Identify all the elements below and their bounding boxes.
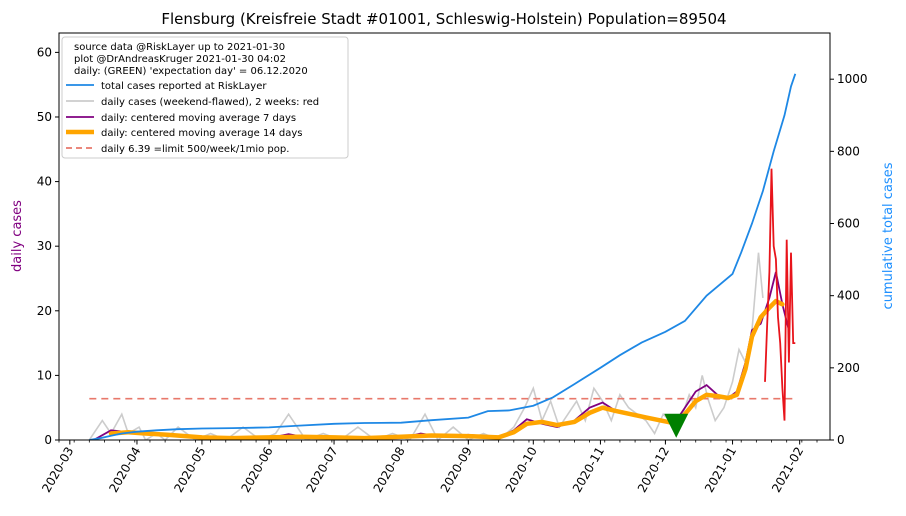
right-y-tick-label-2: 400 [837, 289, 860, 303]
x-tick-label-11: 2021-02 [769, 445, 806, 495]
x-tick-label-1: 2020-04 [106, 445, 143, 495]
right-y-tick-label-4: 800 [837, 144, 860, 158]
x-tick-label-4: 2020-07 [303, 445, 340, 495]
left-y-tick-label-0: 0 [44, 433, 52, 447]
legend-entry-ma7: daily: centered moving average 7 days [101, 113, 296, 124]
x-tick-label-6: 2020-09 [438, 445, 475, 495]
x-tick-label-0: 2020-03 [39, 445, 76, 495]
left-y-tick-label-1: 10 [37, 368, 52, 382]
left-axis-label: daily cases [10, 200, 25, 272]
x-tick-label-3: 2020-06 [238, 445, 275, 495]
legend-info-1: source data @RiskLayer up to 2021-01-30 [74, 42, 285, 53]
series-ma14 [108, 298, 785, 440]
right-y-tick-label-1: 200 [837, 361, 860, 375]
right-y-tick-label-3: 600 [837, 217, 860, 231]
legend-entry-total: total cases reported at RiskLayer [101, 81, 267, 92]
right-y-tick-label-5: 1000 [837, 72, 868, 86]
legend-info-2: plot @DrAndreasKruger 2021-01-30 04:02 [74, 54, 286, 65]
x-tick-label-2: 2020-05 [171, 445, 208, 495]
series-daily-raw [88, 252, 764, 440]
left-y-tick-label-2: 20 [37, 304, 52, 318]
left-y-tick-label-6: 60 [37, 45, 52, 59]
x-tick-label-7: 2020-10 [503, 445, 540, 495]
x-tick-label-8: 2020-11 [570, 445, 607, 495]
series-total [89, 73, 797, 440]
left-y-tick-label-4: 40 [37, 175, 52, 189]
legend-entry-limit: daily 6.39 =limit 500/week/1mio pop. [101, 144, 289, 155]
legend-info-3: daily: (GREEN) 'expectation day' = 06.12… [74, 66, 308, 77]
x-tick-label-9: 2020-12 [635, 445, 672, 495]
right-y-tick-label-0: 0 [837, 433, 845, 447]
chart-title: Flensburg (Kreisfreie Stadt #01001, Schl… [161, 10, 726, 28]
plot-frame [58, 32, 831, 441]
expectation-day-marker [664, 413, 689, 438]
legend: source data @RiskLayer up to 2021-01-30 … [61, 36, 349, 159]
x-tick-label-10: 2021-01 [702, 445, 739, 495]
left-y-tick-label-5: 50 [37, 110, 52, 124]
series-daily-recent [764, 168, 796, 421]
left-y-tick-label-3: 30 [37, 239, 52, 253]
legend-entry-raw: daily cases (weekend-flawed), 2 weeks: r… [101, 97, 319, 108]
legend-entry-ma14: daily: centered moving average 14 days [101, 128, 302, 139]
right-axis-label: cumulative total cases [881, 162, 896, 309]
x-tick-label-5: 2020-08 [371, 445, 408, 495]
